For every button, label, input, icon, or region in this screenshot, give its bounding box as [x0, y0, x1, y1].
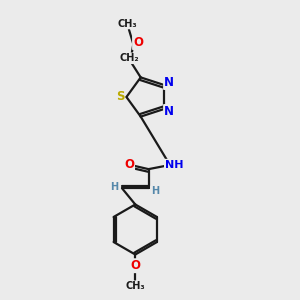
Text: O: O — [124, 158, 134, 171]
Text: CH₂: CH₂ — [119, 53, 139, 63]
Text: CH₃: CH₃ — [125, 281, 145, 291]
Text: N: N — [164, 76, 174, 89]
Text: O: O — [133, 36, 143, 49]
Text: NH: NH — [165, 160, 183, 170]
Text: N: N — [164, 105, 174, 118]
Text: CH₃: CH₃ — [118, 19, 137, 28]
Text: O: O — [130, 259, 140, 272]
Text: H: H — [111, 182, 119, 192]
Text: H: H — [151, 186, 159, 196]
Text: S: S — [116, 91, 124, 103]
